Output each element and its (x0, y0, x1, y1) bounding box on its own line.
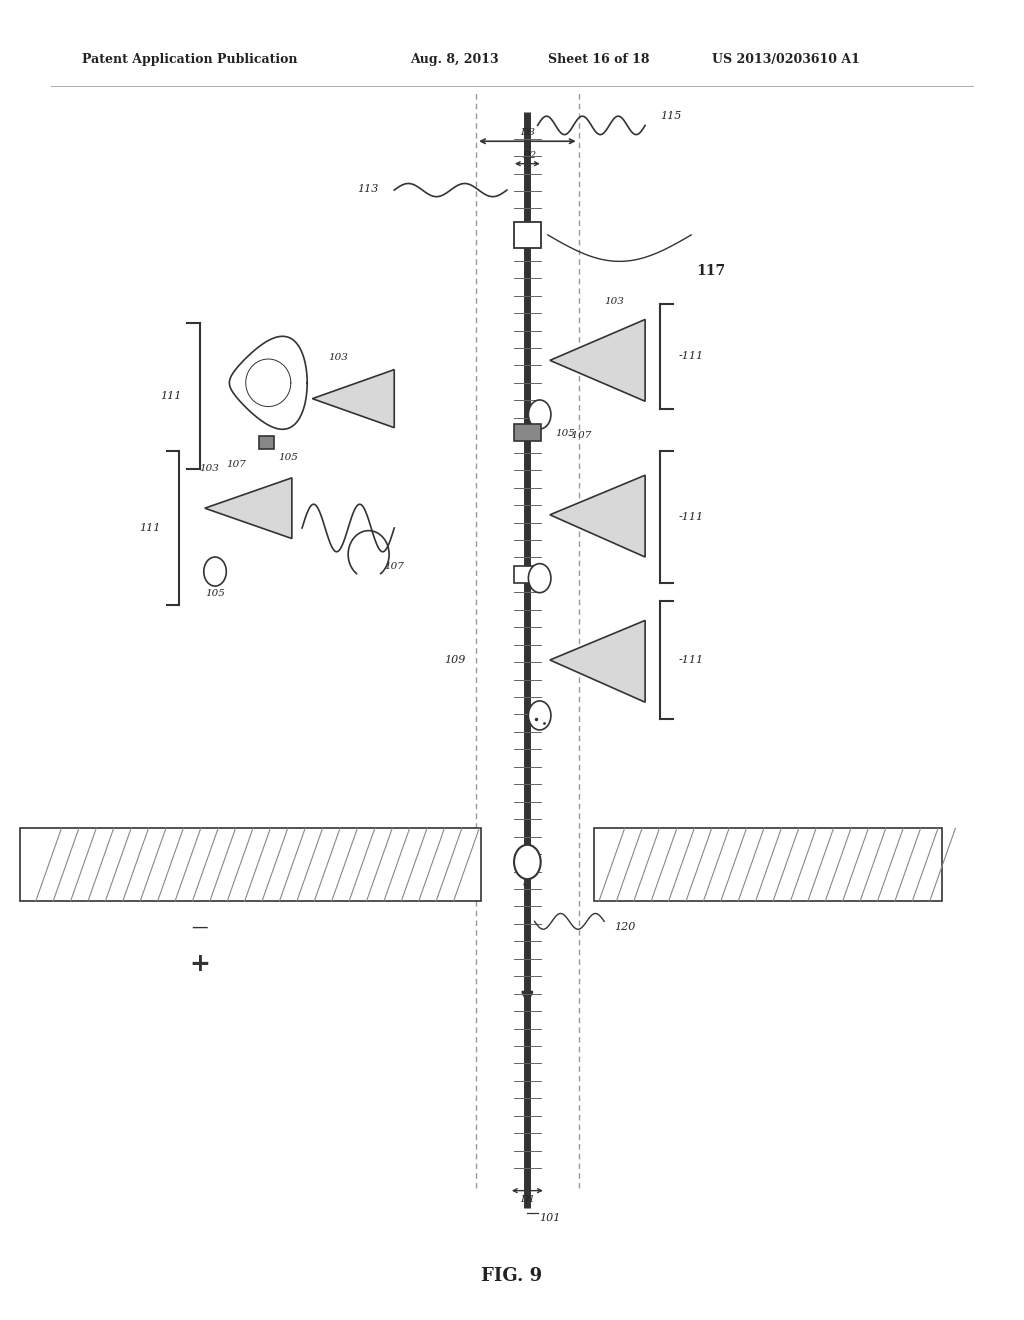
Text: —: — (191, 917, 208, 936)
Text: US 2013/0203610 A1: US 2013/0203610 A1 (712, 53, 859, 66)
Text: 117: 117 (696, 264, 725, 277)
Bar (259, 436, 274, 449)
Text: D3: D3 (520, 128, 535, 137)
Text: 103: 103 (328, 352, 348, 362)
Polygon shape (550, 620, 645, 702)
Text: D1: D1 (520, 1195, 535, 1204)
Text: 113: 113 (357, 183, 379, 194)
Polygon shape (550, 475, 645, 557)
Bar (514, 222, 541, 248)
Text: 103: 103 (200, 463, 219, 473)
Text: 107: 107 (226, 461, 246, 469)
Text: +: + (189, 952, 210, 975)
Text: 105: 105 (279, 453, 298, 462)
Bar (514, 566, 541, 583)
Text: Aug. 8, 2013: Aug. 8, 2013 (410, 53, 499, 66)
Circle shape (528, 400, 551, 429)
Text: 107: 107 (384, 562, 403, 570)
Polygon shape (312, 370, 394, 428)
Text: -111: -111 (679, 512, 705, 523)
Text: -111: -111 (679, 655, 705, 665)
Polygon shape (205, 478, 292, 539)
Circle shape (528, 701, 551, 730)
Polygon shape (550, 319, 645, 401)
Text: 115: 115 (660, 111, 682, 121)
Text: D2: D2 (522, 150, 537, 160)
Text: 120: 120 (614, 921, 636, 932)
Text: FIG. 9: FIG. 9 (481, 1267, 543, 1286)
Text: -111: -111 (679, 351, 705, 362)
Text: 109: 109 (444, 655, 466, 665)
Bar (594, 829, 942, 902)
Text: Sheet 16 of 18: Sheet 16 of 18 (548, 53, 649, 66)
Bar (514, 424, 541, 441)
Text: 103: 103 (604, 297, 625, 306)
Text: Patent Application Publication: Patent Application Publication (82, 53, 297, 66)
Circle shape (204, 557, 226, 586)
Circle shape (514, 845, 541, 879)
Bar (20, 829, 481, 902)
Text: 111: 111 (160, 391, 181, 401)
Text: 105: 105 (205, 589, 224, 598)
Text: -107: -107 (568, 432, 592, 440)
Circle shape (528, 564, 551, 593)
Text: 111: 111 (139, 523, 161, 533)
Text: 105: 105 (555, 429, 574, 438)
Text: 101: 101 (540, 1213, 561, 1224)
